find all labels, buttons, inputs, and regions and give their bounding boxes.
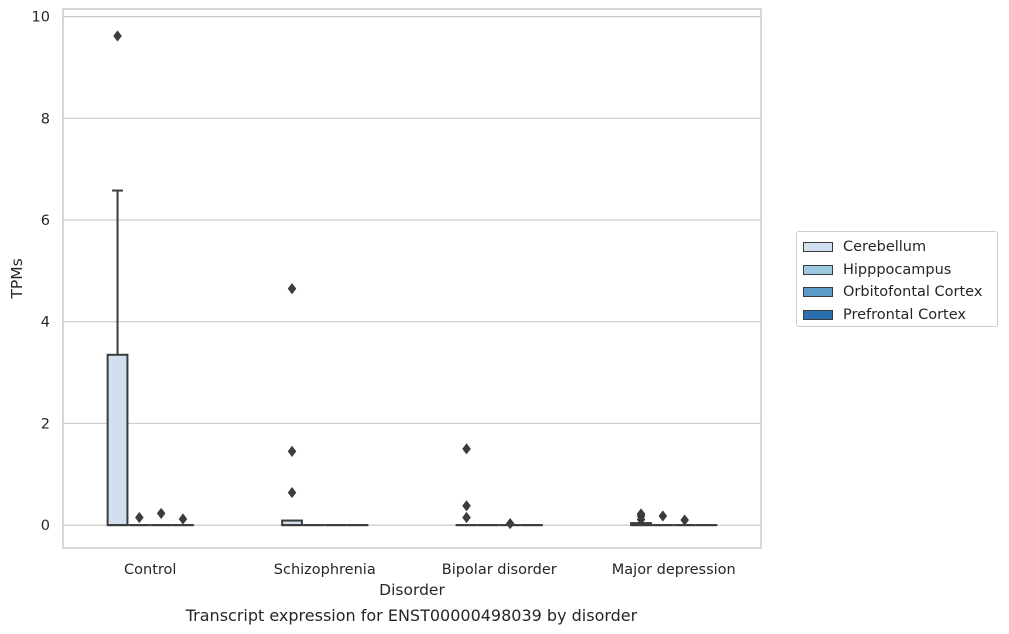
legend-swatch-cerebellum (803, 242, 833, 253)
outlier-cerebellum-major-depression (636, 513, 646, 526)
legend-item-orbitofrontal-cortex: Orbitofontal Cortex (803, 281, 997, 304)
y-tick-label: 10 (32, 10, 50, 26)
plot-frame (62, 8, 762, 549)
x-tick-label-bipolar-disorder: Bipolar disorder (442, 562, 557, 578)
outlier-hipppocampus-major-depression (658, 510, 668, 522)
outlier-cerebellum-schizophrenia (287, 445, 297, 457)
x-tick-label-control: Control (124, 562, 176, 578)
y-tick-label: 0 (41, 518, 50, 534)
x-tick-label-major-depression: Major depression (612, 562, 736, 578)
legend-swatch-orbitofrontal-cortex (803, 287, 833, 298)
outlier-cerebellum-schizophrenia (287, 283, 297, 295)
y-tick-label: 4 (41, 315, 50, 331)
legend-label-prefrontal-cortex: Prefrontal Cortex (843, 306, 966, 323)
legend-label-hippocampus: Hipppocampus (843, 261, 952, 278)
outlier-orbitofontal-cortex-bipolar-disorder (505, 518, 515, 530)
outlier-cerebellum-bipolar-disorder (462, 511, 471, 524)
x-axis-label: Disorder (379, 581, 445, 599)
legend-item-cerebellum: Cerebellum (803, 236, 997, 259)
outlier-orbitofontal-cortex-major-depression (680, 514, 689, 526)
outlier-cerebellum-bipolar-disorder (462, 500, 471, 512)
legend-swatch-prefrontal-cortex (803, 309, 833, 320)
outlier-cerebellum-control (113, 30, 122, 42)
legend-item-prefrontal-cortex: Prefrontal Cortex (803, 304, 997, 327)
legend-label-orbitofrontal-cortex: Orbitofontal Cortex (843, 284, 983, 301)
outlier-orbitofontal-cortex-control (156, 507, 166, 520)
legend-item-hippocampus: Hipppocampus (803, 259, 997, 282)
figure-caption: Transcript expression for ENST0000049803… (185, 606, 638, 625)
legend: Cerebellum Hipppocampus Orbitofontal Cor… (796, 231, 998, 327)
legend-swatch-hippocampus (803, 264, 833, 275)
outlier-hipppocampus-control (135, 511, 144, 524)
y-tick-label: 8 (41, 111, 50, 127)
outlier-cerebellum-schizophrenia (287, 486, 297, 499)
x-tick-label-schizophrenia: Schizophrenia (274, 562, 376, 578)
y-tick-label: 2 (41, 416, 50, 432)
outlier-cerebellum-bipolar-disorder (462, 443, 471, 455)
y-axis-label: TPMs (8, 258, 26, 299)
y-tick-label: 6 (41, 213, 50, 229)
box-cerebellum-control (106, 353, 129, 527)
outlier-prefrontal-cortex-control (178, 513, 188, 525)
legend-label-cerebellum: Cerebellum (843, 239, 927, 256)
